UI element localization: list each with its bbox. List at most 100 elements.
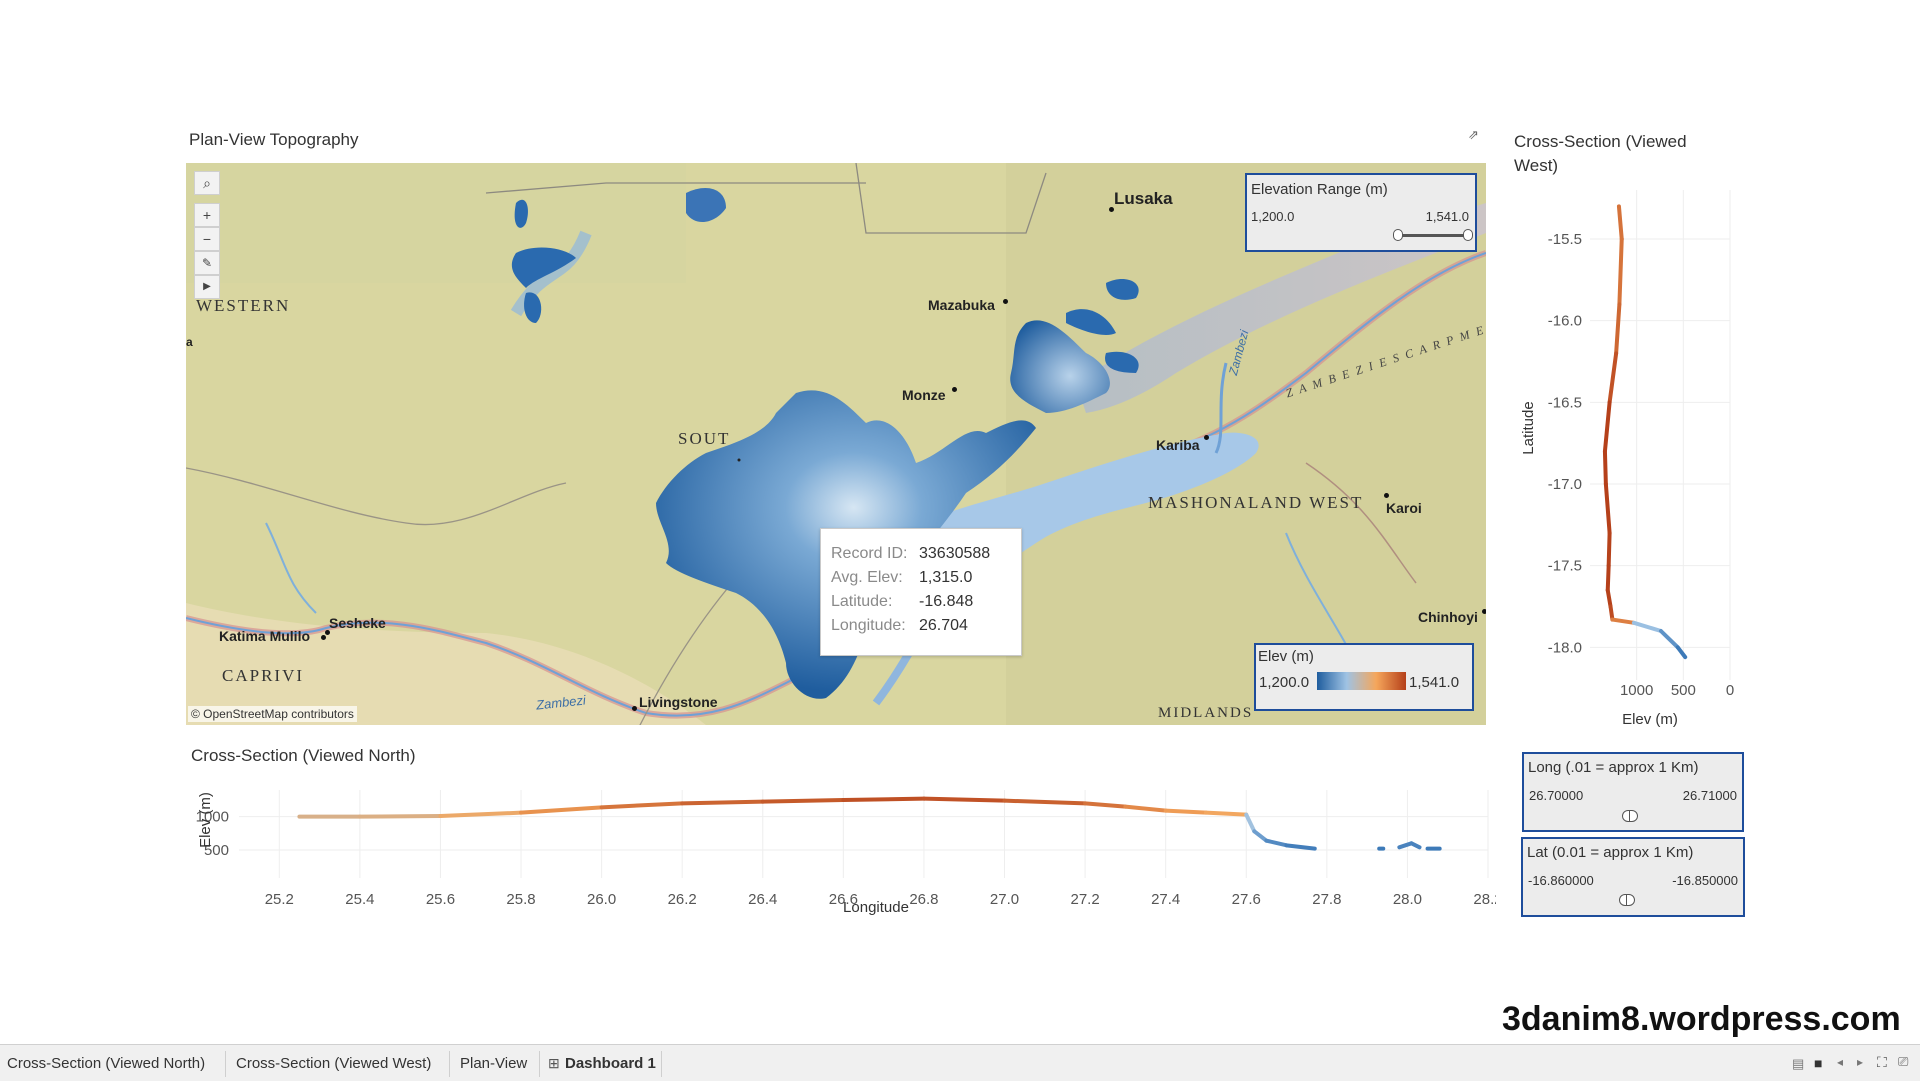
lat-filter-handles[interactable] (1619, 894, 1635, 906)
tab-dashboard-1[interactable]: Dashboard 1 (565, 1055, 656, 1072)
north-profile-segment (1123, 804, 1168, 813)
elev-legend-title: Elev (m) (1258, 648, 1314, 665)
map-label-mazabuka: Mazabuka (928, 297, 995, 313)
map-region-south: SOUT (678, 429, 731, 448)
west-profile-segment (1603, 482, 1612, 535)
map-region-western: WESTERN (196, 296, 291, 315)
north-y-axis-title: Elev (m) (197, 792, 214, 848)
long-filter: Long (.01 = approx 1 Km) 26.70000 26.710… (1522, 752, 1744, 832)
tooltip-latitude-label: Latitude: (831, 593, 893, 610)
long-filter-handle-divider (1629, 811, 1630, 821)
elev-legend-gradient (1317, 672, 1406, 690)
tab-cross-section-north[interactable]: Cross-Section (Viewed North) (7, 1055, 206, 1072)
plan-view-map[interactable]: Lusaka Mazabuka Monze Kariba Karoi Chinh… (186, 163, 1486, 725)
tab-cross-section-west[interactable]: Cross-Section (Viewed West) (236, 1055, 432, 1072)
north-profile-segment (1203, 810, 1249, 817)
elevation-range-title: Elevation Range (m) (1251, 181, 1388, 198)
view-list-icon[interactable]: ▤ (1792, 1056, 1805, 1071)
map-base-layer (186, 163, 1486, 725)
plan-view-title: Plan-View Topography (189, 130, 359, 149)
north-section-title: Cross-Section (Viewed North) (191, 746, 416, 765)
tooltip-latitude: -16.848 (919, 593, 974, 610)
north-y-tick-label: 500 (204, 842, 229, 859)
north-profile-fragment (1409, 841, 1422, 850)
north-x-tick-label: 25.6 (426, 891, 455, 908)
west-y-tick-label: -15.5 (1548, 231, 1582, 248)
west-x-tick-label: 500 (1671, 682, 1696, 699)
elev-legend-min: 1,200.0 (1259, 674, 1310, 691)
tab-plan-view[interactable]: Plan-View (460, 1055, 528, 1072)
west-profile-segment (1605, 588, 1613, 609)
north-profile-segment (760, 798, 846, 804)
north-profile-segment (1163, 808, 1208, 815)
elev-color-legend: Elev (m) 1,200.0 1,541.0 (1254, 643, 1474, 711)
open-external-icon[interactable]: ⇗ (1468, 127, 1479, 142)
north-x-tick-label: 27.6 (1232, 891, 1261, 908)
map-region-mashonaland-west: MASHONALAND WEST (1148, 493, 1364, 512)
expand-toolbar-icon[interactable]: ▶ (194, 275, 220, 299)
tooltip-record-id-label: Record ID: (831, 545, 908, 562)
west-profile-segment (1610, 617, 1636, 625)
north-x-tick-label: 25.4 (345, 891, 374, 908)
view-tile-icon[interactable]: ■ (1814, 1055, 1823, 1071)
lat-filter-min: -16.860000 (1528, 873, 1594, 888)
long-filter-min: 26.70000 (1529, 788, 1584, 803)
nav-prev-icon[interactable]: ◂ (1837, 1055, 1844, 1069)
map-toolbar: ⌕ + − ✎ ▶ (194, 171, 220, 299)
north-profile-segment (1244, 812, 1257, 834)
tooltip-longitude: 26.704 (919, 617, 968, 634)
west-profile-segment (1606, 531, 1612, 568)
north-x-tick-label: 25.8 (506, 891, 535, 908)
lat-filter-title: Lat (0.01 = approx 1 Km) (1527, 844, 1694, 861)
fullscreen-icon[interactable]: ⛶ (1877, 1054, 1887, 1070)
tooltip-avg-elev: 1,315.0 (919, 569, 973, 586)
elev-legend-max: 1,541.0 (1409, 674, 1460, 691)
north-x-tick-label: 26.6 (829, 891, 858, 908)
west-profile-segment (1658, 629, 1680, 650)
lat-filter-handle-divider (1626, 895, 1627, 905)
west-y-tick-label: -16.0 (1548, 313, 1582, 330)
long-filter-handles[interactable] (1622, 810, 1638, 822)
map-region-midlands: MIDLANDS (1158, 705, 1254, 721)
elevation-range-min-handle[interactable] (1393, 229, 1403, 241)
elevation-range-filter: Elevation Range (m) 1,200.0 1,541.0 (1245, 173, 1477, 252)
north-profile-segment (357, 814, 443, 819)
pin-icon[interactable]: ✎ (194, 251, 220, 275)
map-label-sesheke: Sesheke (329, 615, 386, 631)
elevation-range-track[interactable] (1398, 234, 1468, 237)
north-x-tick-label: 26.2 (668, 891, 697, 908)
map-label-chinhoyi: Chinhoyi (1418, 609, 1478, 625)
north-x-tick-label: 28.0 (1393, 891, 1422, 908)
map-label-livingstone: Livingstone (639, 694, 718, 710)
north-profile-segment (1252, 829, 1269, 843)
elevation-range-max-handle[interactable] (1463, 229, 1473, 241)
west-x-tick-label: 0 (1726, 682, 1734, 699)
map-label-karoi: Karoi (1386, 500, 1422, 516)
tooltip-avg-elev-label: Avg. Elev: (831, 569, 903, 586)
zoom-in-icon[interactable]: + (194, 203, 220, 227)
north-profile-fragment (1397, 841, 1414, 850)
north-x-tick-label: 27.2 (1070, 891, 1099, 908)
present-icon[interactable]: ⎚ (1898, 1054, 1909, 1069)
west-profile-segment (1675, 645, 1688, 660)
west-section-chart[interactable]: 1000 500 0 -15.5-16.0-16.5-17.0-17.5-18.0 … (1510, 180, 1750, 740)
north-x-tick-label: 27.8 (1312, 891, 1341, 908)
north-x-tick-label: 26.4 (748, 891, 777, 908)
lat-filter-max: -16.850000 (1672, 873, 1738, 888)
north-section-chart[interactable]: 25.2 25.4 25.6 25.8 26.0 26.2 26.4 26.6 26.8 27.0… (186, 770, 1496, 920)
north-profile-segment (1083, 801, 1128, 809)
west-y-tick-label: -16.5 (1548, 394, 1582, 411)
west-profile-segment (1631, 620, 1663, 633)
west-y-tick-label: -17.5 (1548, 558, 1582, 575)
north-profile-segment (1264, 838, 1289, 848)
zoom-out-icon[interactable]: − (194, 227, 220, 251)
west-profile-segment (1607, 351, 1619, 405)
map-region-caprivi: CAPRIVI (222, 666, 305, 685)
tooltip-longitude-label: Longitude: (831, 617, 906, 634)
west-profile-segment (1608, 604, 1615, 622)
dashboard-grid-icon: ⊞ (548, 1055, 560, 1071)
west-profile-segment (1602, 400, 1612, 454)
north-profile-segment (519, 805, 604, 815)
nav-next-icon[interactable]: ▸ (1857, 1055, 1864, 1069)
map-search-icon[interactable]: ⌕ (194, 171, 220, 195)
